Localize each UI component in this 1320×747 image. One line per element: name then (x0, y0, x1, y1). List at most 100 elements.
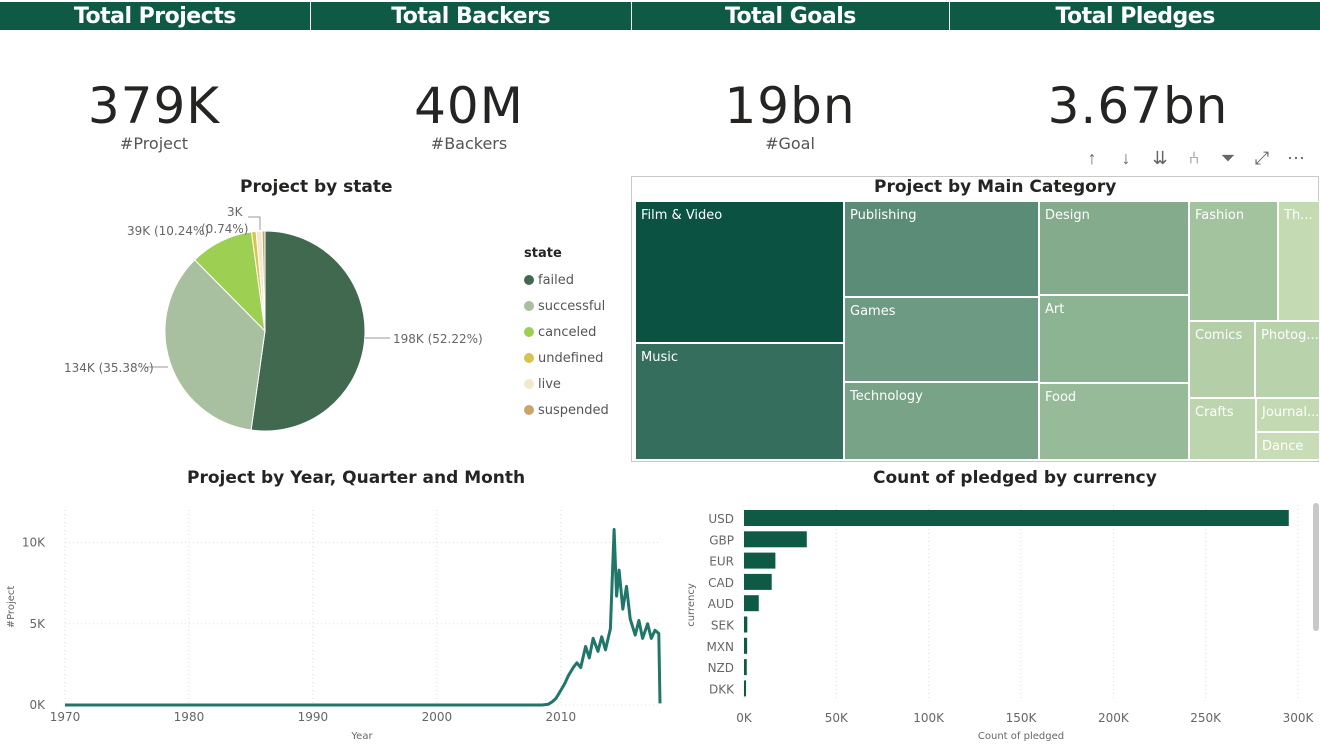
kpi-label: #Project (119, 134, 189, 153)
pie-slice-suspended[interactable] (261, 230, 266, 332)
legend-title: state (524, 246, 562, 261)
pie-label-undefined-pct: (0.74%) (201, 222, 248, 236)
y-tick-label: AUD (708, 597, 734, 611)
bar-aud[interactable] (744, 595, 759, 612)
legend-dot (524, 379, 534, 389)
x-axis-title: Count of pledged (978, 731, 1064, 742)
bar-chart[interactable]: 0K 50K 100K 150K 200K 250K 300K USD GBP EUR CAD AUD… (680, 495, 1320, 747)
pie-slice-failed[interactable] (250, 230, 366, 432)
y-tick-label: 0K (29, 698, 46, 712)
x-tick-label: 100K (913, 711, 945, 725)
bar-usd[interactable] (744, 510, 1289, 526)
bar-gbp[interactable] (744, 531, 807, 548)
header-total-backers: Total Backers (309, 2, 631, 30)
line-chart-title: Project by Year, Quarter and Month (187, 468, 526, 488)
treemap-cell-comics[interactable]: Comics (1189, 321, 1255, 398)
treemap-cell-art[interactable]: Art (1039, 295, 1189, 383)
filter-icon[interactable]: ⏷ (1220, 148, 1236, 168)
kpi-label: #Backers (430, 134, 508, 153)
y-tick-label: NZD (708, 661, 734, 675)
drill-down-icon[interactable]: ↓ (1121, 148, 1131, 168)
treemap-cell-food[interactable]: Food (1039, 383, 1189, 460)
pie-legend: state failed successful canceled undefin… (524, 246, 609, 423)
treemap-cell-technology[interactable]: Technology (844, 382, 1039, 460)
y-tick-label: 5K (29, 617, 46, 631)
legend-label: canceled (538, 324, 597, 340)
bar-sek[interactable] (744, 616, 748, 633)
bar-cad[interactable] (744, 573, 772, 590)
legend-dot (524, 353, 534, 363)
x-tick-label: 2000 (422, 710, 453, 724)
kpi-card-goals[interactable]: 19bn #Goal (690, 78, 890, 154)
treemap-cell-theater[interactable]: Th... (1278, 201, 1320, 321)
header-total-goals: Total Goals (630, 2, 950, 30)
y-tick-label: SEK (711, 619, 735, 633)
legend-item-undefined[interactable]: undefined (524, 345, 609, 371)
legend-dot (524, 405, 534, 415)
visual-toolbar: ↑ ↓ ⇊ ⑃ ⏷ ⤢ ⋯ (1080, 148, 1308, 169)
y-axis-title: #Project (6, 586, 17, 629)
x-tick-label: 1970 (50, 710, 81, 724)
legend-label: suspended (538, 402, 609, 418)
pie-label-undefined-count: 3K (227, 205, 244, 219)
y-tick-label: 10K (22, 536, 46, 550)
x-tick-label: 2010 (546, 710, 577, 724)
legend-label: live (538, 376, 561, 392)
kpi-card-projects[interactable]: 379K #Project (54, 78, 254, 154)
treemap-cell-publishing[interactable]: Publishing (844, 201, 1039, 297)
bar-mxn[interactable] (744, 637, 748, 654)
treemap-cell-film-video[interactable]: Film & Video (635, 201, 844, 343)
kpi-value: 379K (87, 77, 221, 135)
legend-item-suspended[interactable]: suspended (524, 397, 609, 423)
x-tick-label: 0K (736, 711, 753, 725)
treemap-cell-music[interactable]: Music (635, 343, 844, 460)
treemap-cell-fashion[interactable]: Fashion (1189, 201, 1278, 321)
pie-label-successful: 134K (35.38%) (64, 361, 154, 375)
focus-mode-icon[interactable]: ⤢ (1254, 148, 1270, 168)
legend-dot (524, 275, 534, 285)
y-tick-label: GBP (709, 533, 734, 547)
x-tick-label: 300K (1283, 711, 1315, 725)
kpi-card-pledges[interactable]: 3.67bn (1018, 78, 1258, 134)
treemap-cell-design[interactable]: Design (1039, 201, 1189, 295)
kpi-label: #Goal (765, 134, 815, 153)
y-tick-label: USD (708, 512, 734, 526)
scrollbar-thumb[interactable] (1313, 503, 1319, 631)
line-chart[interactable]: 0K 5K 10K 1970 1980 1990 2000 2010 Year #Projec… (0, 495, 680, 747)
pie-slice-successful[interactable] (164, 259, 266, 431)
treemap-cell-photography[interactable]: Photog... (1255, 321, 1320, 398)
x-tick-label: 200K (1098, 711, 1130, 725)
more-options-icon[interactable]: ⋯ (1287, 148, 1305, 168)
line-series-projects (65, 528, 662, 707)
leader-line (248, 216, 261, 230)
bar-eur[interactable] (744, 552, 776, 569)
y-axis-title: currency (686, 583, 697, 627)
legend-item-canceled[interactable]: canceled (524, 319, 609, 345)
treemap-cell-crafts[interactable]: Crafts (1189, 398, 1256, 460)
legend-label: successful (538, 298, 606, 314)
bar-dkk[interactable] (744, 680, 747, 697)
x-tick-label: 250K (1190, 711, 1222, 725)
legend-label: failed (538, 272, 575, 288)
legend-item-live[interactable]: live (524, 371, 609, 397)
kpi-value: 19bn (724, 77, 856, 135)
legend-label: undefined (538, 350, 604, 366)
legend-dot (524, 301, 534, 311)
header-total-projects: Total Projects (0, 2, 310, 30)
drill-up-icon[interactable]: ↑ (1087, 148, 1097, 168)
legend-item-successful[interactable]: successful (524, 293, 609, 319)
treemap-cell-games[interactable]: Games (844, 297, 1039, 382)
kpi-card-backers[interactable]: 40M #Backers (369, 78, 569, 154)
expand-hierarchy-icon[interactable]: ⑃ (1188, 148, 1200, 168)
x-tick-label: 1980 (174, 710, 205, 724)
x-tick-label: 50K (825, 711, 849, 725)
pie-chart[interactable]: 198K (52.22%) 134K (35.38%) 39K (10.24%)… (0, 195, 520, 455)
go-next-level-icon[interactable]: ⇊ (1152, 148, 1168, 168)
treemap-cell-journalism[interactable]: Journal... (1256, 398, 1320, 432)
y-tick-label: EUR (709, 555, 734, 569)
kpi-value: 40M (414, 77, 524, 135)
legend-item-failed[interactable]: failed (524, 267, 609, 293)
bar-nzd[interactable] (744, 659, 747, 676)
kpi-value: 3.67bn (1047, 77, 1229, 135)
treemap-cell-dance[interactable]: Dance (1256, 432, 1320, 460)
